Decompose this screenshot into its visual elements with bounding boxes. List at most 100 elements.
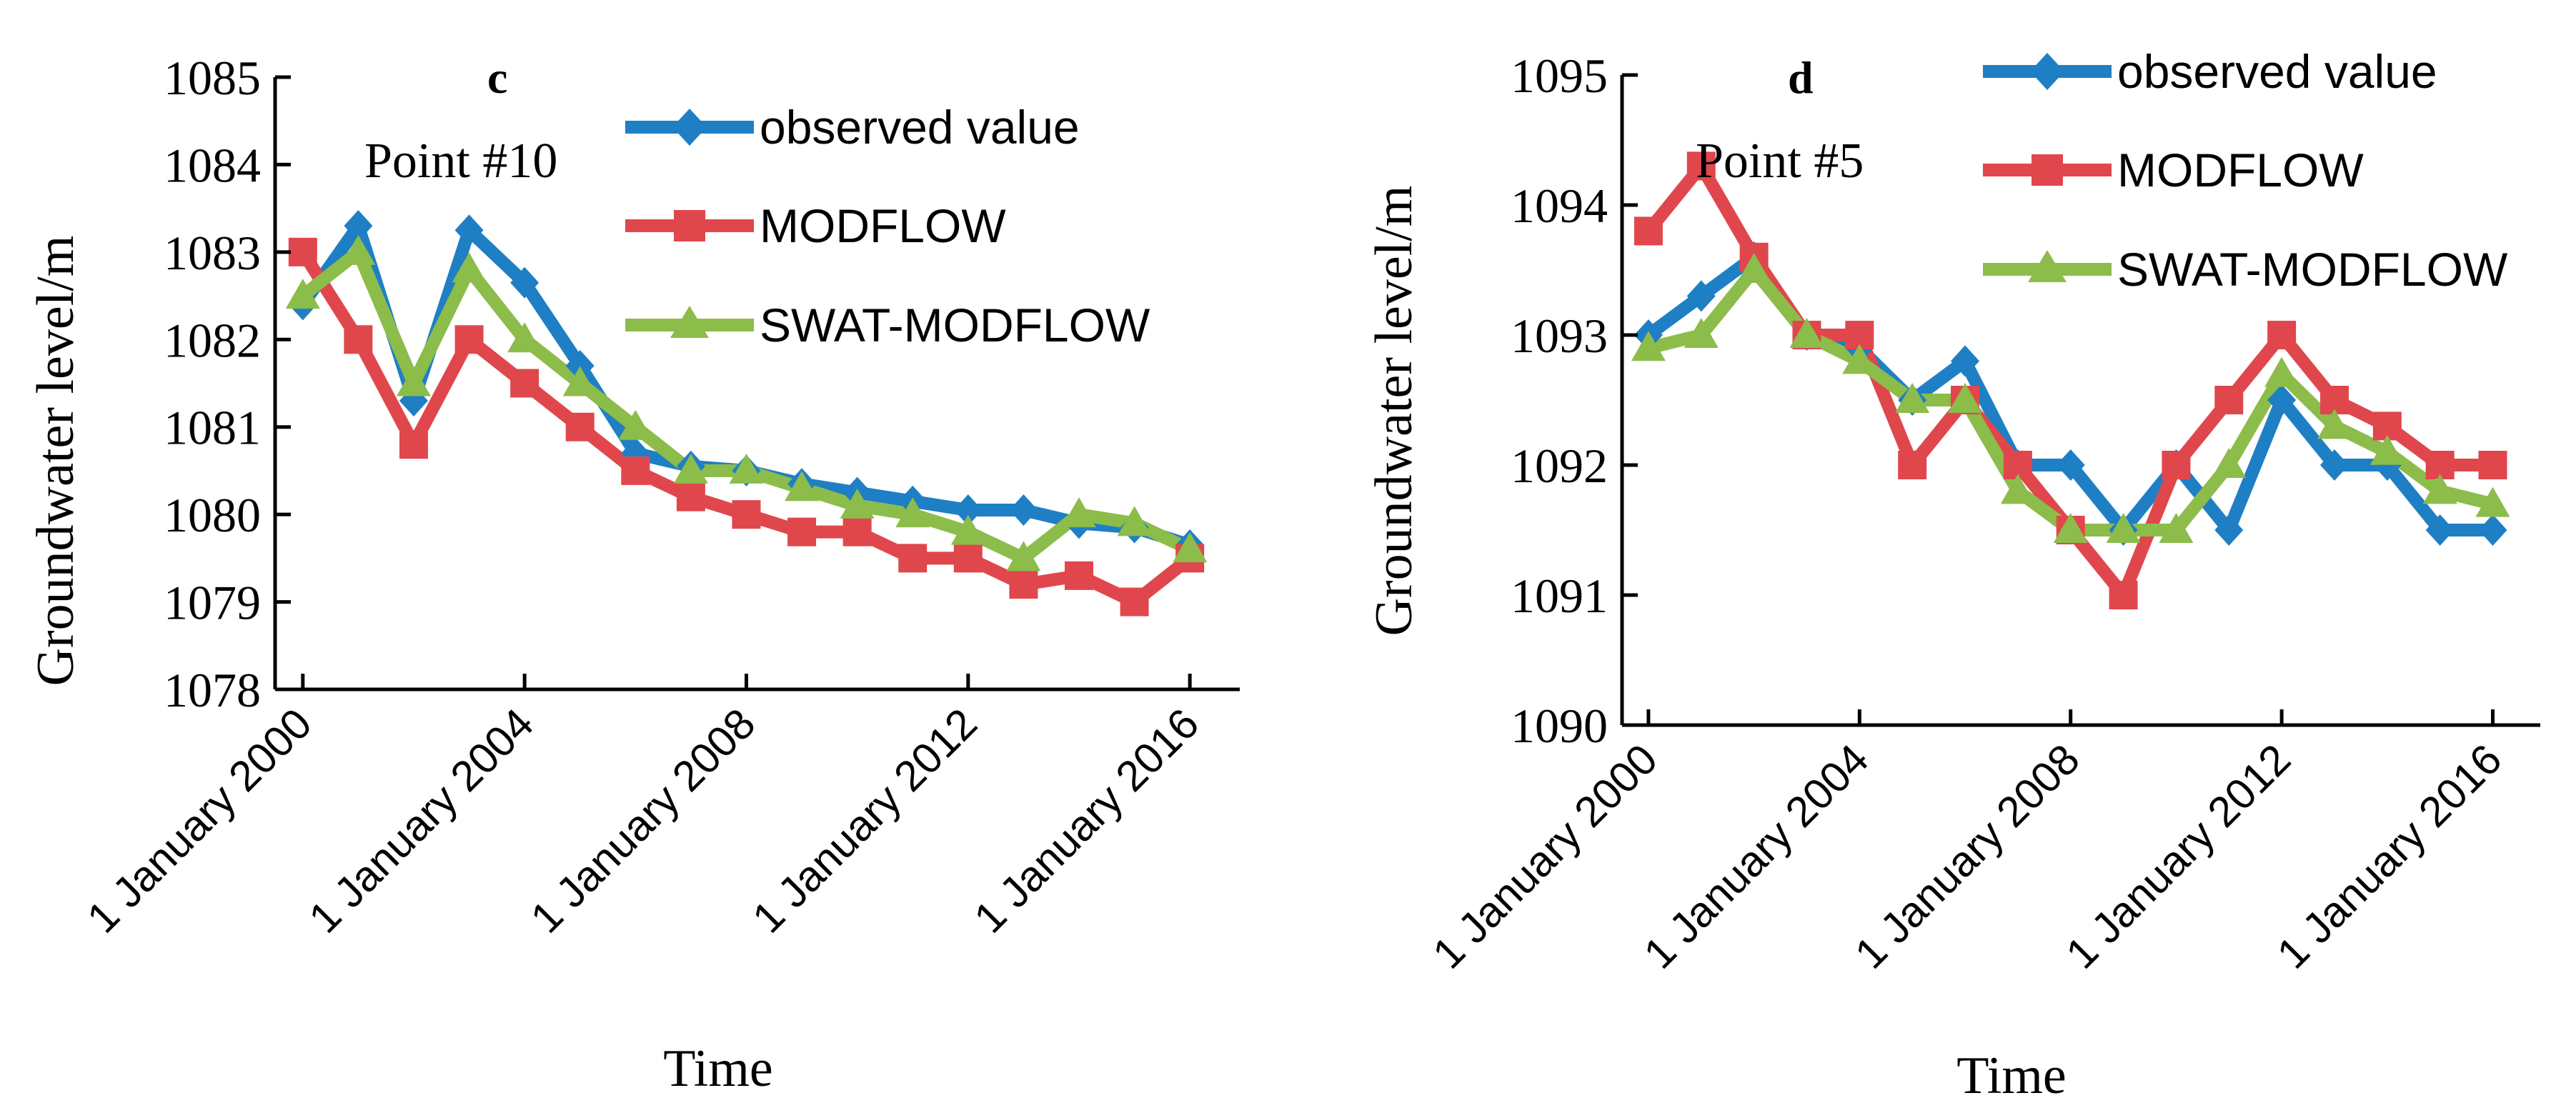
data-point-swat-modflow: [341, 234, 376, 265]
data-point-modflow: [288, 237, 317, 266]
data-point-modflow: [1633, 216, 1663, 246]
data-point-swat-modflow: [507, 322, 542, 353]
chart-panel-c: 1078 1079 1080 1081 1082 1083 1084 1085 1 Januar…: [26, 51, 1240, 1098]
data-point-observed: [565, 350, 595, 382]
data-point-modflow: [2214, 386, 2244, 414]
legend-item-modflow: MODFLOW: [1983, 144, 2364, 196]
data-point-swat-modflow: [840, 488, 875, 519]
legend-label-swat-modflow: SWAT-MODFLOW: [760, 299, 1150, 351]
data-point-modflow: [344, 325, 373, 354]
y-tick-label: 1093: [1511, 309, 1608, 363]
legend-item-observed: observed value: [625, 101, 1080, 154]
data-point-swat-modflow: [1173, 532, 1208, 563]
data-point-swat-modflow: [1631, 331, 1666, 361]
x-tick-label: 1 January 2004: [1635, 735, 1878, 978]
data-point-swat-modflow: [1895, 383, 1930, 413]
series-line-diamond: [297, 219, 1192, 551]
legend-item-observed: observed value: [1983, 45, 2437, 98]
data-point-swat-modflow: [2475, 486, 2510, 517]
legend-item-swat-modflow: SWAT-MODFLOW: [625, 299, 1150, 351]
data-point-swat-modflow: [2053, 513, 2088, 543]
y-tick-label: 1090: [1511, 699, 1608, 753]
data-point-modflow: [1898, 451, 1927, 479]
y-tick-label: 1083: [164, 226, 261, 280]
x-tick-label: 1 January 2004: [299, 699, 542, 942]
panel-label: c: [487, 52, 507, 103]
data-point-swat-modflow: [895, 497, 930, 528]
x-axis-title: Time: [1956, 1047, 2067, 1105]
x-axis-title: Time: [663, 1039, 773, 1098]
legend-label-modflow: MODFLOW: [2117, 144, 2364, 196]
data-point-swat-modflow: [396, 366, 431, 396]
data-point-swat-modflow: [673, 453, 708, 484]
x-tick-label: 1 January 2008: [1846, 735, 2089, 978]
data-point-observed: [1009, 494, 1038, 526]
legend-label-modflow: MODFLOW: [760, 199, 1006, 252]
y-axis-title: Groundwater level/m: [1365, 186, 1423, 637]
data-point-modflow: [2109, 581, 2138, 609]
data-point-modflow: [2478, 451, 2507, 479]
y-tick-label: 1094: [1511, 179, 1608, 233]
data-point-modflow: [787, 517, 817, 546]
x-tick-label: 1 January 2012: [743, 699, 986, 942]
legend-marker-swat-modflow: [2028, 250, 2067, 282]
x-tick-label: 1 January 2012: [2057, 735, 2299, 978]
x-tick-label: 1 January 2008: [522, 699, 765, 942]
x-tick-label: 1 January 2000: [1423, 735, 1666, 978]
data-point-modflow: [399, 430, 428, 459]
data-point-observed: [2478, 514, 2507, 546]
data-point-swat-modflow: [1948, 383, 1983, 413]
data-point-modflow: [2267, 321, 2297, 349]
legend-label-observed: observed value: [2117, 45, 2437, 98]
data-point-modflow: [842, 517, 872, 546]
data-point-modflow: [898, 544, 928, 573]
y-tick-label: 1081: [164, 401, 261, 455]
legend: observed value MODFLOW SWAT-MODFLOW: [1983, 45, 2508, 296]
data-point-modflow: [676, 482, 705, 511]
data-point-swat-modflow: [618, 409, 653, 440]
data-point-swat-modflow: [1062, 497, 1096, 528]
data-point-swat-modflow: [785, 471, 820, 501]
y-tick-label: 1085: [164, 51, 261, 105]
data-point-swat-modflow: [1842, 344, 1877, 374]
data-point-observed: [1686, 280, 1716, 312]
data-point-swat-modflow: [2264, 356, 2299, 387]
data-point-swat-modflow: [562, 366, 597, 396]
legend-marker-modflow: [674, 210, 705, 241]
data-point-swat-modflow: [1736, 253, 1771, 283]
data-point-swat-modflow: [452, 252, 487, 283]
data-point-swat-modflow: [2159, 513, 2194, 543]
data-point-modflow: [953, 544, 983, 573]
data-point-swat-modflow: [729, 453, 764, 484]
data-point-modflow: [565, 412, 595, 441]
legend-marker-observed: [672, 109, 707, 146]
data-point-observed: [510, 266, 539, 299]
data-point-swat-modflow: [2212, 448, 2247, 478]
y-tick-label: 1095: [1511, 49, 1608, 103]
data-point-observed: [2319, 449, 2349, 481]
data-point-modflow: [621, 456, 650, 485]
data-point-modflow: [454, 325, 484, 354]
y-tick-label: 1080: [164, 488, 261, 542]
data-point-observed: [2425, 514, 2455, 546]
legend-marker-observed: [2030, 53, 2064, 90]
data-point-swat-modflow: [2369, 434, 2405, 465]
data-point-swat-modflow: [1117, 506, 1152, 536]
data-point-modflow: [510, 369, 539, 398]
y-tick-label: 1091: [1511, 569, 1608, 623]
y-tick-label: 1084: [164, 138, 261, 192]
data-point-swat-modflow: [285, 279, 320, 309]
y-tick-label: 1079: [164, 576, 261, 630]
axes-layer: 1078 1079 1080 1081 1082 1083 1084 1085 1 Januar…: [78, 51, 1240, 942]
series-layer: [1631, 151, 2510, 609]
data-point-observed: [953, 494, 983, 526]
point-label: Point #5: [1696, 134, 1864, 189]
data-point-swat-modflow: [1684, 318, 1719, 348]
legend-item-swat-modflow: SWAT-MODFLOW: [1983, 243, 2508, 296]
data-point-swat-modflow: [2106, 513, 2141, 543]
x-tick-label: 1 January 2016: [2268, 735, 2511, 978]
data-point-observed: [344, 210, 373, 242]
data-point-swat-modflow: [2422, 474, 2457, 504]
series-line-triangle: [1646, 264, 2495, 536]
